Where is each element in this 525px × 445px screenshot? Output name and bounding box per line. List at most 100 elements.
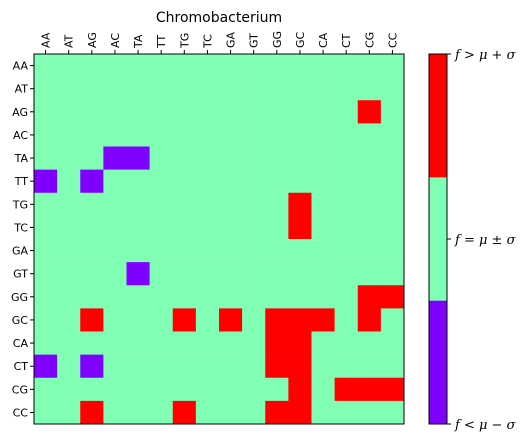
heatmap-cell [219, 285, 243, 309]
heatmap-cell [195, 146, 220, 170]
heatmap-cell [288, 100, 312, 124]
heatmap-cell [34, 215, 58, 240]
heatmap-cell [357, 400, 382, 425]
heatmap-cell [311, 54, 335, 78]
heatmap-cell [380, 192, 405, 217]
heatmap-cell [311, 77, 335, 101]
heatmap-cell [219, 100, 243, 124]
y-tick-label: TG [12, 198, 28, 211]
heatmap-cell [219, 377, 243, 402]
heatmap-cell [195, 262, 220, 286]
y-tick-label: AA [13, 60, 29, 73]
heatmap-cell [242, 100, 266, 124]
heatmap-cell [334, 77, 359, 101]
heatmap-cell [80, 377, 104, 402]
heatmap-cell [34, 77, 58, 101]
heatmap-cell [195, 285, 220, 309]
heatmap-cell [265, 331, 289, 355]
heatmap-cell [380, 377, 405, 402]
heatmap-cell [288, 262, 312, 286]
x-tick-label: AG [86, 32, 99, 48]
heatmap-cell [149, 400, 174, 425]
heatmap-cell [242, 239, 266, 263]
x-tick-label: TG [178, 33, 191, 49]
x-tick-label: TA [132, 34, 145, 49]
heatmap-cell [149, 169, 174, 194]
heatmap-cell [334, 54, 359, 78]
heatmap-cell [219, 77, 243, 101]
heatmap-cell [80, 54, 104, 78]
heatmap-cell [265, 400, 289, 425]
heatmap-cell [172, 239, 197, 263]
heatmap-cell [242, 285, 266, 309]
y-tick-label: GT [13, 268, 28, 281]
heatmap-cell [380, 54, 405, 78]
x-tick-label: AA [40, 32, 53, 48]
heatmap-cell [172, 262, 197, 286]
heatmap-cell [126, 400, 150, 425]
y-tick-label: CA [13, 337, 29, 350]
y-tick-label: TA [14, 152, 29, 165]
heatmap-cell [80, 262, 104, 286]
heatmap-cell [80, 100, 104, 124]
heatmap-cell [34, 169, 58, 194]
heatmap-cell [265, 354, 289, 379]
heatmap-cell [288, 123, 312, 147]
heatmap-cell [149, 262, 174, 286]
heatmap-cell [265, 100, 289, 124]
heatmap-cell [242, 331, 266, 355]
heatmap-cell [172, 100, 197, 124]
heatmap-cell [34, 377, 58, 402]
heatmap-cell [334, 400, 359, 425]
y-tick-label: CC [13, 406, 29, 419]
heatmap-cell [57, 54, 81, 78]
heatmap-cell [380, 146, 405, 170]
heatmap-cell [195, 77, 220, 101]
heatmap-cell [57, 192, 81, 217]
heatmap-cell [126, 377, 150, 402]
heatmap-cell [265, 169, 289, 194]
heatmap-cell [80, 400, 104, 425]
heatmap-cell [311, 146, 335, 170]
heatmap-cell [242, 377, 266, 402]
heatmap-cell [265, 262, 289, 286]
heatmap-cell [57, 377, 81, 402]
x-tick-label: GT [248, 33, 261, 48]
heatmap-cell [195, 192, 220, 217]
heatmap-cell [103, 354, 127, 379]
heatmap-cell [380, 169, 405, 194]
heatmap-cell [34, 239, 58, 263]
y-tick-label: GA [12, 245, 29, 258]
heatmap-cell [357, 123, 382, 147]
colorbar-label: f < μ − σ [454, 418, 517, 433]
heatmap-cell [172, 331, 197, 355]
heatmap-cell [288, 146, 312, 170]
heatmap-cell [219, 215, 243, 240]
heatmap-cell [288, 77, 312, 101]
heatmap-cell [57, 285, 81, 309]
colorbar-label: f = μ ± σ [454, 233, 517, 248]
heatmap-cell [126, 215, 150, 240]
heatmap-cell [380, 308, 405, 332]
heatmap-cell [334, 215, 359, 240]
heatmap-cell [288, 54, 312, 78]
heatmap-cell [357, 262, 382, 286]
heatmap-cell [34, 308, 58, 332]
heatmap-cell [380, 285, 405, 309]
heatmap-cell [265, 308, 289, 332]
heatmap-cell [334, 331, 359, 355]
heatmap-cell [242, 262, 266, 286]
heatmap-cell [288, 354, 312, 379]
heatmap-cell [34, 262, 58, 286]
heatmap-cell [311, 192, 335, 217]
heatmap-cell [334, 262, 359, 286]
x-tick-label: GG [271, 31, 284, 48]
heatmap-cell [265, 192, 289, 217]
heatmap-cell [288, 192, 312, 217]
heatmap-cell [126, 169, 150, 194]
heatmap-cell [357, 192, 382, 217]
heatmap-cell [311, 100, 335, 124]
heatmap-cell [311, 331, 335, 355]
heatmap-cell [149, 215, 174, 240]
